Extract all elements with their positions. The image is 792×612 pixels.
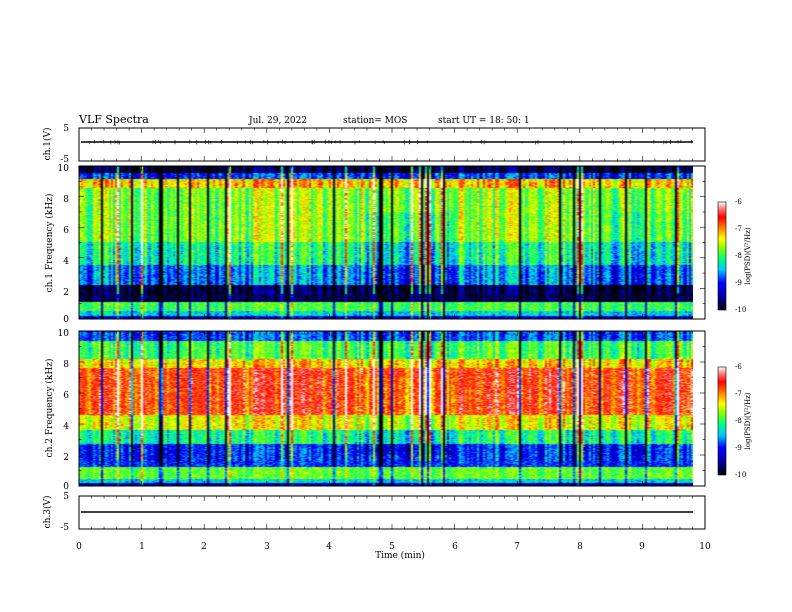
ch3-ytick-5: 5 xyxy=(63,492,69,502)
xtick-label-8: 8 xyxy=(577,542,583,552)
ch3-ytick-neg5: -5 xyxy=(60,523,69,533)
ch1-spectrogram-image xyxy=(79,166,693,319)
ch2-ytick-4: 4 xyxy=(63,422,69,432)
ch2-spectrogram-image xyxy=(79,331,693,486)
ch1-ytick-0: 0 xyxy=(63,315,69,325)
ch2-spectrogram-panel: 0 2 4 6 8 10 ch.2 Frequency (kHz) -6 -7 … xyxy=(44,329,752,492)
ch1-ytick-neg5: -5 xyxy=(60,155,69,165)
ch2-spectrogram-ylabel: ch.2 Frequency (kHz) xyxy=(44,359,55,458)
xtick-label-3: 3 xyxy=(264,542,270,552)
ch1-freq-ticks: 0 2 4 6 8 10 xyxy=(58,164,70,325)
station-label: station= MOS xyxy=(343,116,407,126)
ch1-ytick-6: 6 xyxy=(63,226,69,236)
figure-title: VLF Spectra xyxy=(78,113,149,126)
ch1-cbar-tick-m9: -9 xyxy=(735,279,742,287)
xtick-label-0: 0 xyxy=(76,542,82,552)
ch2-ytick-10: 10 xyxy=(58,329,70,339)
ch1-spectrogram-panel: 0 2 4 6 8 10 ch.1 Frequency (kHz) -6 -7 … xyxy=(44,164,752,325)
ch1-ytick-4: 4 xyxy=(63,257,69,267)
ch1-trace-jitter xyxy=(89,139,692,145)
ch1-cbar-tick-m10: -10 xyxy=(735,306,746,314)
ch1-spectrogram-ylabel: ch.1 Frequency (kHz) xyxy=(44,194,55,293)
xtick-label-9: 9 xyxy=(639,542,645,552)
xtick-label-7: 7 xyxy=(514,542,520,552)
ch2-colorbar xyxy=(717,366,727,476)
ch1-voltage-panel: 5 -5 ch.1(V) xyxy=(42,124,706,165)
ch2-cbar-tick-m8: -8 xyxy=(735,417,742,425)
ch1-ytick-8: 8 xyxy=(63,195,69,205)
xtick-label-4: 4 xyxy=(326,542,332,552)
xtick-label-10: 10 xyxy=(699,542,711,552)
ch2-cbar-tick-m9: -9 xyxy=(735,444,742,452)
ch3-voltage-panel: 5 -5 ch.3(V) xyxy=(42,492,706,533)
start-time-label: start UT = 18: 50: 1 xyxy=(438,116,530,126)
ch1-ytick-5: 5 xyxy=(63,124,69,134)
ch2-ytick-6: 6 xyxy=(63,391,69,401)
ch2-cbar-tick-m10: -10 xyxy=(735,471,746,479)
xtick-label-5: 5 xyxy=(389,542,395,552)
ch1-colorbar xyxy=(717,201,727,311)
ch1-cbar-tick-m7: -7 xyxy=(735,225,742,233)
ch1-colorbar-label: log(PSD)(V²/Hz) xyxy=(744,227,752,284)
ch2-ytick-8: 8 xyxy=(63,360,69,370)
ch1-ytick-2: 2 xyxy=(63,288,69,298)
ch1-voltage-frame xyxy=(78,127,706,162)
ch2-ytick-0: 0 xyxy=(63,482,69,492)
date-label: Jul. 29, 2022 xyxy=(248,116,307,126)
ch2-ytick-2: 2 xyxy=(63,453,69,463)
xtick-label-2: 2 xyxy=(201,542,207,552)
ch2-cbar-tick-m7: -7 xyxy=(735,390,742,398)
ch3-voltage-ylabel: ch.3(V) xyxy=(42,496,53,529)
time-axis-labels: 0 1 2 3 4 5 6 7 8 9 10 xyxy=(76,542,711,552)
ch1-voltage-ylabel: ch.1(V) xyxy=(42,128,53,161)
ch2-colorbar-label: log(PSD)(V²/Hz) xyxy=(744,392,752,449)
time-axis-ticks xyxy=(78,128,706,529)
time-axis-label: Time (min) xyxy=(375,550,425,561)
ch1-ytick-10: 10 xyxy=(58,164,70,174)
ch1-cbar-tick-m6: -6 xyxy=(735,198,742,206)
xtick-label-6: 6 xyxy=(452,542,458,552)
ch1-cbar-tick-m8: -8 xyxy=(735,252,742,260)
ch2-freq-ticks: 0 2 4 6 8 10 xyxy=(58,329,70,492)
ch2-cbar-tick-m6: -6 xyxy=(735,363,742,371)
xtick-label-1: 1 xyxy=(139,542,145,552)
